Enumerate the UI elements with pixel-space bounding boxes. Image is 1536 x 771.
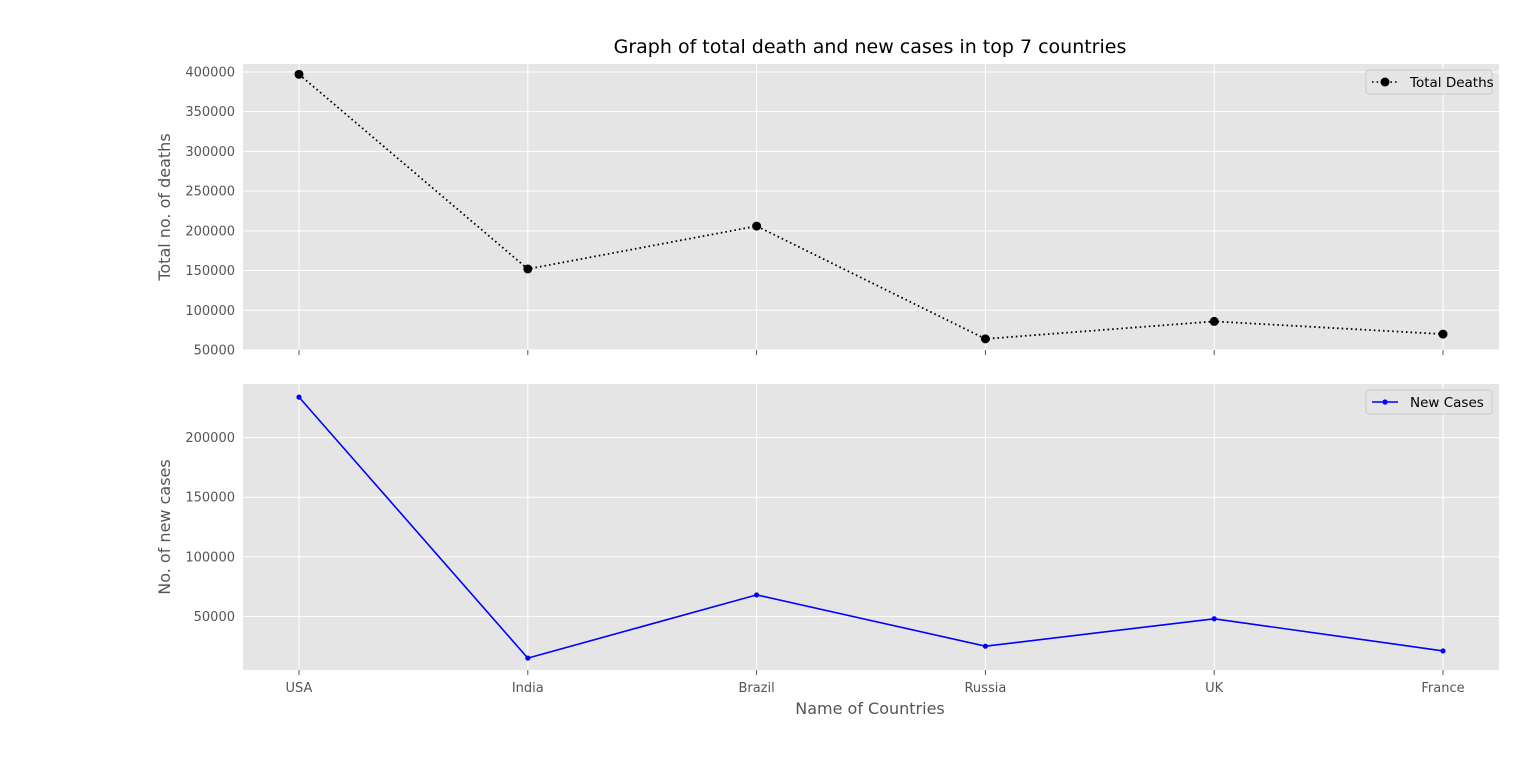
- data-point: [294, 69, 304, 79]
- x-tick-label: UK: [1205, 681, 1224, 696]
- x-tick-label: Brazil: [738, 681, 774, 696]
- y-tick-label: 400000: [185, 65, 235, 80]
- x-tick-label: USA: [286, 681, 313, 696]
- data-point: [523, 264, 533, 274]
- y-tick-label: 200000: [185, 224, 235, 239]
- series-line: [298, 396, 1444, 660]
- plot-area: [243, 64, 1499, 350]
- data-point: [1438, 329, 1448, 339]
- y-tick-label: 100000: [185, 550, 235, 565]
- legend-box: [1365, 69, 1493, 95]
- y-tick-label: 250000: [185, 185, 235, 200]
- subplot-2: 50000 100000 150000 200000 USA India Brazil Rus…: [155, 384, 1499, 696]
- plot-area: [243, 384, 1499, 670]
- data-point: [1209, 316, 1219, 326]
- y-tick-label: 100000: [185, 304, 235, 319]
- subplot-1: 50000 100000 150000 200000 250000 300000 35000…: [155, 64, 1499, 359]
- legend-swatch-marker: [1380, 77, 1390, 87]
- y-axis-title: Total no. of deaths: [155, 133, 174, 281]
- data-point: [296, 394, 302, 400]
- plot-layer: 50000 100000 150000 200000 250000 300000 35000…: [155, 64, 1499, 696]
- y-tick-label: 350000: [185, 105, 235, 120]
- data-point: [525, 655, 531, 661]
- x-tick-label: France: [1421, 681, 1464, 696]
- data-point: [1211, 616, 1217, 622]
- data-point: [1440, 648, 1446, 654]
- y-tick-label: 150000: [185, 491, 235, 506]
- legend-box: [1365, 389, 1493, 415]
- y-tick-label: 200000: [185, 431, 235, 446]
- y-tick-label: 50000: [194, 610, 235, 625]
- data-point: [980, 334, 990, 344]
- data-point: [752, 221, 762, 231]
- y-tick-label: 300000: [185, 145, 235, 160]
- y-tick-label: 150000: [185, 264, 235, 279]
- x-tick-label: India: [512, 681, 544, 696]
- data-point: [754, 592, 760, 598]
- x-axis-title: Name of Countries: [795, 699, 945, 718]
- legend: New Cases: [1365, 389, 1493, 415]
- legend-label: Total Deaths: [1409, 75, 1494, 91]
- legend-label: New Cases: [1410, 395, 1484, 411]
- legend-swatch-marker: [1382, 399, 1388, 405]
- chart-title: Graph of total death and new cases in to…: [614, 36, 1127, 58]
- y-tick-label: 50000: [194, 344, 235, 359]
- x-tick-label: Russia: [964, 681, 1006, 696]
- data-point: [982, 643, 989, 649]
- y-axis-title: No. of new cases: [155, 459, 174, 594]
- legend: Total Deaths: [1365, 69, 1494, 95]
